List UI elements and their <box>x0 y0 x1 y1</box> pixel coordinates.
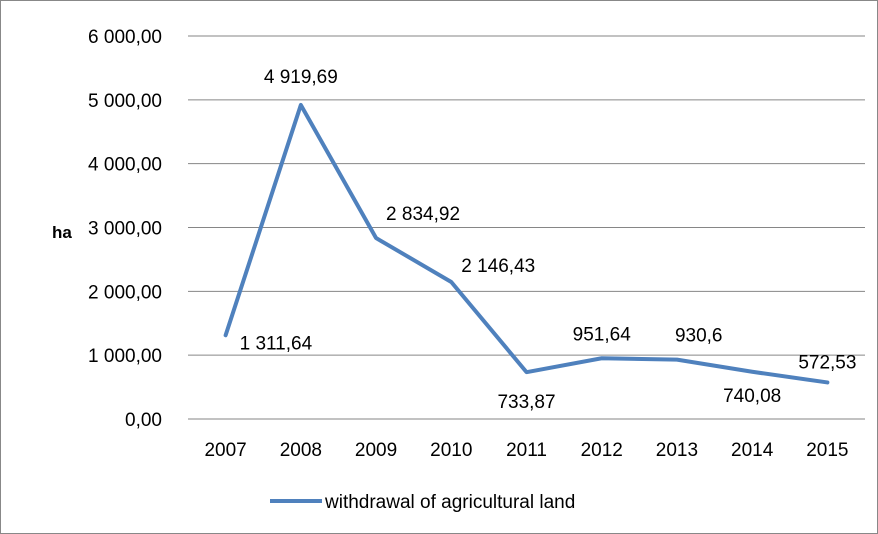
y-tick-label: 1 000,00 <box>88 346 162 367</box>
y-tick-label: 5 000,00 <box>88 91 162 112</box>
data-label: 572,53 <box>798 352 856 373</box>
data-label: 951,64 <box>573 324 632 345</box>
y-tick-label: 6 000,00 <box>88 27 162 48</box>
data-label: 733,87 <box>497 392 555 413</box>
y-axis-label: ha <box>52 223 72 242</box>
x-tick-label: 2014 <box>731 440 774 461</box>
data-label: 2 834,92 <box>386 204 460 225</box>
x-tick-label: 2012 <box>581 440 623 461</box>
data-label: 930,6 <box>675 326 723 347</box>
data-label: 4 919,69 <box>264 67 338 88</box>
x-tick-label: 2015 <box>806 440 848 461</box>
y-tick-label: 4 000,00 <box>88 155 162 176</box>
y-tick-label: 0,00 <box>125 410 162 431</box>
series-group <box>223 102 830 385</box>
data-labels: 1 311,64 4 919,69 2 834,92 2 146,43 733,87 95… <box>240 67 857 413</box>
legend-label: withdrawal of agricultural land <box>324 492 575 513</box>
y-tick-label: 3 000,00 <box>88 219 162 240</box>
y-tick-labels: 0,00 1 000,00 2 000,00 3 000,00 4 000,00 5 00… <box>88 27 162 431</box>
x-tick-label: 2011 <box>506 440 547 461</box>
legend: withdrawal of agricultural land <box>270 492 575 513</box>
data-label: 1 311,64 <box>240 333 313 354</box>
x-tick-label: 2009 <box>355 440 397 461</box>
gridlines <box>188 35 865 420</box>
data-label: 740,08 <box>723 386 781 407</box>
x-tick-labels: 2007 2008 2009 2010 2011 2012 2013 2014 2015 <box>204 440 848 461</box>
x-tick-label: 2013 <box>656 440 698 461</box>
x-tick-label: 2008 <box>280 440 322 461</box>
series-line <box>223 102 830 385</box>
x-tick-label: 2007 <box>204 440 246 461</box>
data-label: 2 146,43 <box>461 256 535 277</box>
x-tick-label: 2010 <box>430 440 472 461</box>
y-tick-label: 2 000,00 <box>88 282 162 303</box>
